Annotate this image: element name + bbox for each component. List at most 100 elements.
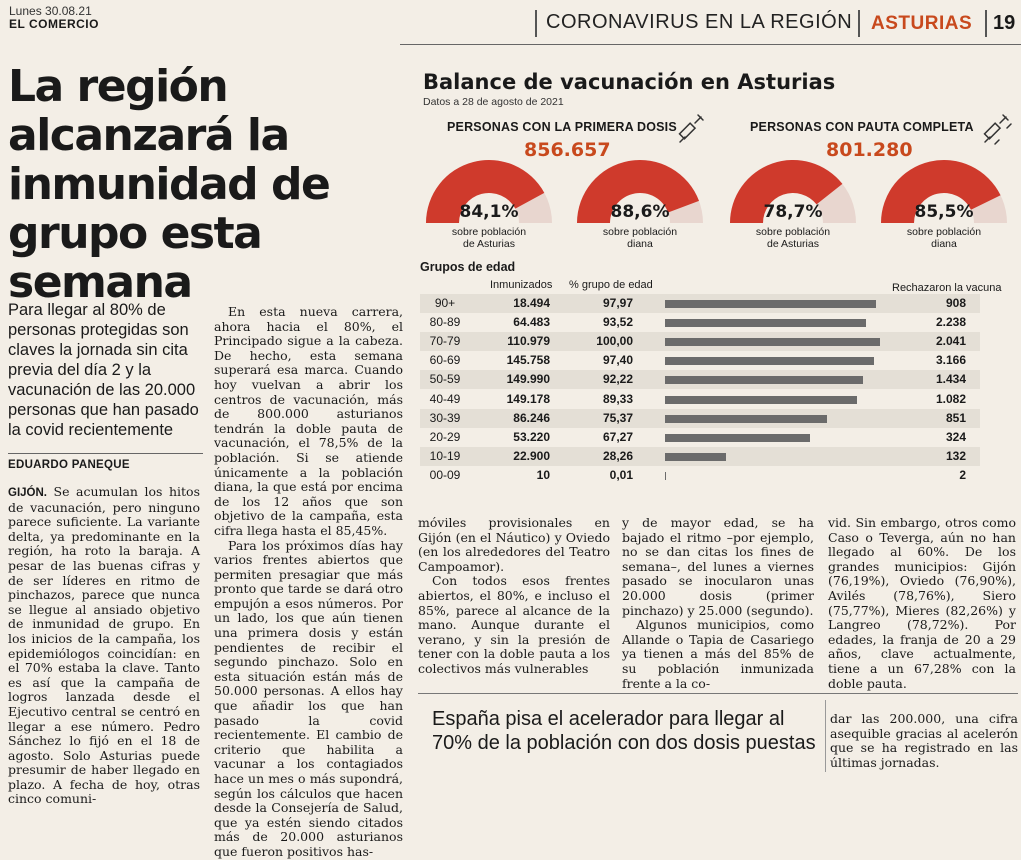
group-label-full-schedule: PERSONAS CON PAUTA COMPLETA — [750, 120, 974, 134]
gauge-caption: diana — [627, 238, 653, 250]
cell-rej: 132 — [945, 448, 966, 463]
cell-inm: 149.990 — [506, 372, 550, 387]
paragraph: En esta nueva carrera, ahora hacia el 80… — [214, 304, 403, 538]
byline-rule — [8, 453, 203, 454]
gauge-percent: 88,6% — [610, 202, 670, 222]
cell-rej: 1.082 — [935, 391, 966, 406]
article-column-4: y de mayor edad, se ha bajado el ritmo –… — [622, 515, 814, 691]
gauge-arc — [577, 159, 703, 223]
article-deck: Para llegar al 80% de personas protegida… — [8, 301, 199, 439]
paragraph: Algunos municipios, como Allande o Tapia… — [622, 617, 814, 691]
column-header-inmunizados: Inmunizados — [490, 279, 553, 291]
pct-bar — [665, 300, 876, 308]
paragraph: Para los próximos días hay varios frente… — [214, 537, 403, 859]
header-rule — [400, 44, 1021, 45]
pct-bar — [665, 357, 875, 366]
gauge-fill — [730, 160, 843, 223]
pct-bar — [665, 414, 828, 423]
pct-bar — [665, 471, 666, 480]
gauge-percent: 85,5% — [914, 202, 974, 222]
pct-bar — [665, 452, 726, 461]
gauge-fill — [426, 159, 545, 223]
gauge-fill — [881, 159, 1001, 223]
gauge-caption: sobre población — [602, 226, 678, 238]
article-column-5: vid. Sin embargo, otros como Caso o Teve… — [828, 515, 1016, 691]
gauge-arc — [730, 160, 856, 223]
gauge-caption: sobre población — [451, 226, 527, 238]
infographic-title: Balance de vacunación en Asturias — [423, 70, 836, 94]
cell-inm: 149.178 — [506, 391, 550, 406]
syringe-icon — [678, 114, 704, 143]
cell-pct: 93,52 — [602, 315, 633, 330]
paragraph: y de mayor edad, se ha bajado el ritmo –… — [622, 515, 814, 618]
cell-pct: 92,22 — [602, 372, 633, 387]
paragraph: vid. Sin embargo, otros como Caso o Teve… — [828, 515, 1016, 691]
newspaper-name: EL COMERCIO — [9, 17, 99, 31]
syringe-icon — [983, 114, 1012, 145]
cell-pct: 89,33 — [602, 391, 633, 406]
gauge-caption: diana — [931, 238, 957, 250]
gauge-caption: de Asturias — [463, 238, 515, 250]
column-divider — [825, 700, 826, 772]
cell-age: 90+ — [434, 296, 456, 310]
gauge-fill — [577, 159, 700, 223]
region-label: ASTURIAS — [871, 13, 973, 34]
cell-age: 30-39 — [429, 410, 461, 425]
section-rule — [418, 693, 1018, 694]
cell-rej: 3.166 — [935, 353, 966, 368]
paragraph: móviles provisionales en Gijón (en el Ná… — [418, 515, 610, 574]
gauge: 88,6% sobre población diana — [575, 158, 705, 258]
column-header-rejected: Rechazaron la vacuna — [892, 282, 1002, 294]
gauge-arc — [881, 159, 1007, 223]
cell-age: 00-09 — [429, 467, 461, 482]
gauge: 78,7% sobre población de Asturias — [728, 158, 858, 258]
article-byline: EDUARDO PANEQUE — [8, 459, 130, 471]
pct-bar — [665, 319, 867, 328]
cell-pct: 97,40 — [602, 353, 633, 368]
cell-rej: 2 — [959, 467, 966, 482]
gauge-caption: sobre población — [906, 226, 982, 238]
cell-inm: 18.494 — [513, 296, 550, 310]
cell-age: 80-89 — [429, 315, 461, 330]
gauge-percent: 78,7% — [763, 202, 823, 222]
article-column-2: En esta nueva carrera, ahora hacia el 80… — [214, 304, 403, 860]
cell-age: 60-69 — [429, 353, 461, 368]
header-divider — [858, 10, 860, 37]
cell-rej: 1.434 — [935, 372, 966, 387]
cell-age: 10-19 — [429, 448, 461, 463]
cell-age: 40-49 — [429, 391, 461, 406]
first-dose-total: 856.657 — [524, 139, 611, 161]
header-divider — [535, 10, 537, 37]
dateline: GIJÓN. — [8, 487, 47, 499]
cell-rej: 908 — [945, 296, 966, 310]
cell-rej: 851 — [945, 410, 966, 425]
cell-inm: 86.246 — [513, 410, 550, 425]
paragraph: dar las 200.000, una cifra asequible gra… — [830, 711, 1018, 770]
article-column-1: GIJÓN. Se acumulan los hitos de vacunaci… — [8, 484, 200, 807]
column-header-pct: % grupo de edad — [569, 279, 653, 291]
article-headline: La región alcanzará la inmunidad de grup… — [8, 61, 331, 308]
cell-rej: 324 — [945, 429, 966, 444]
paragraph: Con todos esos frentes abiertos, el 80%,… — [418, 573, 610, 676]
column-text: Se acumulan los hitos de vacunación, per… — [8, 484, 200, 807]
gauge-arc — [426, 159, 552, 223]
infographic-subtitle: Datos a 28 de agosto de 2021 — [423, 96, 564, 108]
pct-bar — [665, 395, 858, 404]
full-schedule-total: 801.280 — [826, 139, 913, 161]
cell-inm: 10 — [536, 467, 550, 482]
page-number: 19 — [993, 12, 1016, 34]
cell-pct: 100,00 — [596, 334, 633, 349]
secondary-article-column: dar las 200.000, una cifra asequible gra… — [830, 711, 1018, 770]
cell-age: 20-29 — [429, 429, 461, 444]
cell-rej: 2.238 — [935, 315, 966, 330]
article-column-3: móviles provisionales en Gijón (en el Ná… — [418, 515, 610, 677]
cell-inm: 64.483 — [513, 315, 550, 330]
cell-pct: 97,97 — [602, 296, 633, 310]
pct-bar — [665, 433, 810, 442]
gauge-percent: 84,1% — [459, 202, 519, 222]
cell-rej: 2.041 — [935, 334, 966, 349]
cell-pct: 75,37 — [602, 410, 633, 425]
age-table-title: Grupos de edad — [420, 260, 516, 274]
pct-bar — [665, 376, 864, 385]
gauge: 84,1% sobre población de Asturias — [424, 158, 554, 258]
